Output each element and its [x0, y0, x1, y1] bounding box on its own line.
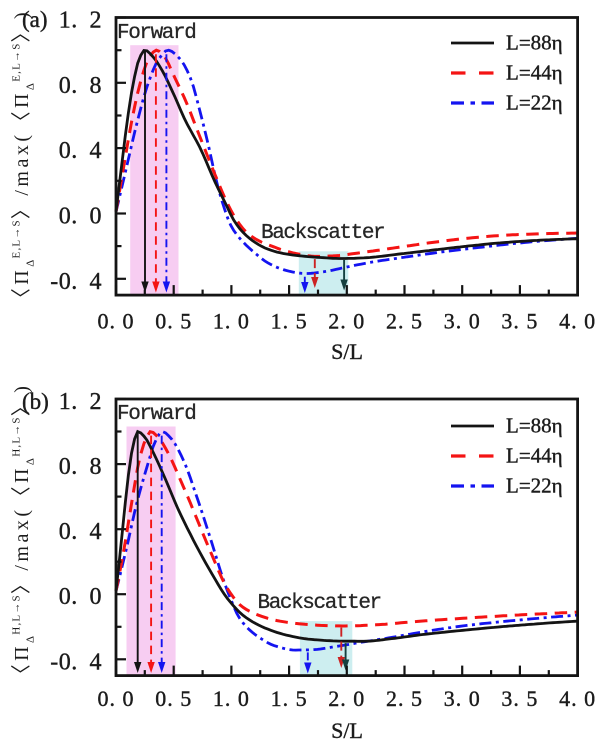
svg-text:-0. 4: -0. 4 — [50, 649, 102, 675]
svg-text:4. 0: 4. 0 — [559, 309, 596, 334]
svg-text:Backscatter: Backscatter — [258, 592, 381, 615]
svg-text:Backscatter: Backscatter — [261, 222, 384, 245]
svg-text:2. 0: 2. 0 — [328, 309, 365, 334]
svg-text:L=44η: L=44η — [506, 61, 563, 85]
svg-text:S/L: S/L — [331, 718, 363, 743]
svg-text:3. 0: 3. 0 — [444, 309, 481, 334]
svg-text:(b): (b) — [22, 389, 49, 414]
svg-text:3. 0: 3. 0 — [444, 686, 481, 711]
svg-text:S/L: S/L — [331, 339, 363, 364]
svg-text:0. 0: 0. 0 — [59, 584, 102, 610]
svg-text:L=22η: L=22η — [506, 91, 563, 115]
svg-text:1. 5: 1. 5 — [271, 309, 308, 334]
svg-text:1. 2: 1. 2 — [59, 8, 102, 34]
svg-text:L=88η: L=88η — [506, 414, 563, 438]
svg-text:0. 5: 0. 5 — [155, 686, 192, 711]
svg-text:3. 5: 3. 5 — [501, 309, 538, 334]
svg-text:2. 5: 2. 5 — [386, 309, 423, 334]
svg-text:2. 5: 2. 5 — [386, 686, 423, 711]
svg-text:-0. 4: -0. 4 — [50, 269, 102, 295]
svg-text:0. 0: 0. 0 — [98, 309, 135, 334]
svg-text:(a): (a) — [22, 7, 48, 32]
svg-text:0. 4: 0. 4 — [59, 138, 102, 164]
svg-text:0. 0: 0. 0 — [98, 686, 135, 711]
svg-text:0. 8: 0. 8 — [59, 73, 102, 99]
svg-text:1. 5: 1. 5 — [271, 686, 308, 711]
svg-text:4. 0: 4. 0 — [559, 686, 596, 711]
svg-text:0. 8: 0. 8 — [59, 454, 102, 480]
svg-text:Forward: Forward — [117, 22, 195, 45]
svg-text:L=88η: L=88η — [506, 31, 563, 55]
svg-text:1. 0: 1. 0 — [213, 309, 250, 334]
svg-text:1. 2: 1. 2 — [59, 389, 102, 415]
svg-text:3. 5: 3. 5 — [501, 686, 538, 711]
svg-text:Forward: Forward — [117, 403, 195, 426]
svg-text:0. 0: 0. 0 — [59, 204, 102, 230]
svg-text:1. 0: 1. 0 — [213, 686, 250, 711]
svg-text:L=44η: L=44η — [506, 444, 563, 468]
svg-text:L=22η: L=22η — [506, 474, 563, 498]
svg-text:0. 4: 0. 4 — [59, 519, 102, 545]
svg-text:0. 5: 0. 5 — [155, 309, 192, 334]
svg-text:2. 0: 2. 0 — [328, 686, 365, 711]
